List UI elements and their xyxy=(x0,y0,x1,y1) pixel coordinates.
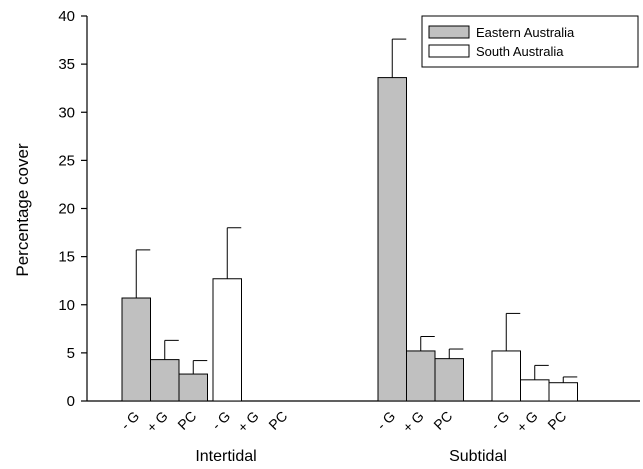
category-label: + G xyxy=(143,408,171,436)
bar xyxy=(406,350,436,402)
bar xyxy=(548,382,578,402)
legend-swatch xyxy=(428,25,470,39)
bar xyxy=(377,77,407,402)
bar xyxy=(178,373,208,402)
legend-box xyxy=(421,15,639,68)
legend: Eastern Australia South Australia xyxy=(421,15,639,68)
group-labels: Intertidal Subtidal xyxy=(195,448,507,465)
category-label: - G xyxy=(117,408,142,433)
bar xyxy=(121,297,151,402)
category-label: - G xyxy=(487,408,512,433)
category-label: + G xyxy=(234,408,262,436)
bar xyxy=(212,278,242,402)
bar xyxy=(491,350,521,402)
bar xyxy=(150,359,180,402)
bars xyxy=(121,38,578,402)
y-tick-label: 15 xyxy=(58,249,75,266)
y-tick-label: 30 xyxy=(58,104,75,121)
category-label: - G xyxy=(373,408,398,433)
category-label: PC xyxy=(544,408,569,433)
legend-label: South Australia xyxy=(476,44,564,59)
y-axis-label: Percentage cover xyxy=(13,143,32,277)
axes xyxy=(86,16,640,402)
category-label: PC xyxy=(265,408,290,433)
group-label: Subtidal xyxy=(449,448,507,465)
bar xyxy=(520,379,550,402)
category-label: + G xyxy=(513,408,541,436)
category-label: PC xyxy=(430,408,455,433)
y-ticks: 0 5 10 15 20 25 30 35 40 xyxy=(58,8,87,410)
y-tick-label: 5 xyxy=(67,345,75,362)
category-label: + G xyxy=(399,408,427,436)
bar xyxy=(434,358,464,402)
y-tick-label: 20 xyxy=(58,201,75,218)
y-tick-label: 0 xyxy=(67,393,75,410)
y-tick-label: 10 xyxy=(58,297,75,314)
category-label: PC xyxy=(174,408,199,433)
legend-label: Eastern Australia xyxy=(476,25,575,40)
y-tick-label: 40 xyxy=(58,8,75,25)
category-labels: - G + G PC - G + G PC - G + G PC - G + G PC xyxy=(117,408,569,436)
group-label: Intertidal xyxy=(195,448,256,465)
legend-swatch xyxy=(428,44,470,58)
category-label: - G xyxy=(208,408,233,433)
y-tick-label: 35 xyxy=(58,56,75,73)
y-tick-label: 25 xyxy=(58,152,75,169)
